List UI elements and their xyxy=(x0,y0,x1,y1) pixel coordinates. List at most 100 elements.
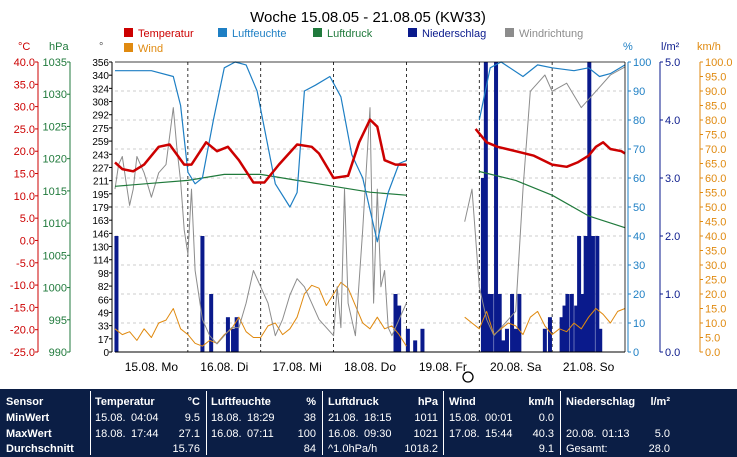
tick-label-rain-5: 0.0 xyxy=(665,347,680,359)
rain-bar-0 xyxy=(114,236,119,352)
x-tick-label-0: 15.08. Mo xyxy=(125,360,179,374)
wind-avg-value: 9.1 xyxy=(538,443,554,455)
tick-label-wind-16: 20.0 xyxy=(705,289,726,301)
rain-bar-3 xyxy=(225,317,230,352)
tick-label-rain-0: 5.0 xyxy=(665,57,680,69)
series-temperatur xyxy=(114,118,626,184)
rain-total-label: Gesamt: xyxy=(566,443,608,455)
legend-swatch-2 xyxy=(313,28,322,37)
unit-humidity: % xyxy=(623,41,633,53)
rain-bar-27 xyxy=(569,294,574,352)
tick-label-wind-4: 80.0 xyxy=(705,115,726,127)
rain-bar-11 xyxy=(480,178,485,352)
humidity-max-value: 100 xyxy=(297,428,316,440)
legend-swatch-1 xyxy=(218,28,227,37)
rain-bar-17 xyxy=(501,340,506,352)
unit-pressure: hPa xyxy=(49,41,69,53)
tick-label-humidity-9: 10 xyxy=(633,318,645,330)
tick-label-rain-4: 1.0 xyxy=(665,289,680,301)
tick-label-wind-3: 85.0 xyxy=(705,101,726,113)
tick-label-temp-5: 15.0 xyxy=(14,169,35,181)
cursor-marker[interactable] xyxy=(462,371,474,383)
legend-label-4: Windrichtung xyxy=(519,28,583,40)
tick-label-pressure-9: 990 xyxy=(49,347,67,359)
tick-label-wind-13: 35.0 xyxy=(705,246,726,258)
rain-bar-15 xyxy=(494,62,499,352)
row-label-avg: Durchschnitt xyxy=(6,443,74,455)
tick-label-direction-11: 179 xyxy=(92,203,109,214)
wind-max-value: 40.3 xyxy=(532,428,554,440)
x-tick-label-6: 21.08. So xyxy=(563,360,615,374)
tick-label-wind-1: 95.0 xyxy=(705,72,726,84)
tick-label-direction-21: 17 xyxy=(98,335,110,346)
tick-label-wind-0: 100.0 xyxy=(705,57,733,69)
tick-label-direction-19: 49 xyxy=(98,308,110,319)
series-windrichtung xyxy=(114,66,626,345)
legend-swatch-0 xyxy=(124,28,133,37)
weather-chart: Woche 15.08.05 - 21.08.05 (KW33) Tempera… xyxy=(10,9,733,383)
tick-label-wind-17: 15.0 xyxy=(705,304,726,316)
rain-bar-34 xyxy=(595,236,600,352)
legend: Temperatur Luftfeuchte Luftdruck Niederschl… xyxy=(124,28,583,55)
tick-label-temp-7: 5.0 xyxy=(20,213,35,225)
rain-bar-21 xyxy=(517,294,522,352)
tick-label-direction-8: 227 xyxy=(92,163,109,174)
legend-swatch-3 xyxy=(408,28,417,37)
x-tick-label-5: 20.08. Sa xyxy=(490,360,542,374)
tick-label-wind-5: 75.0 xyxy=(705,130,726,142)
rain-max-value: 5.0 xyxy=(654,428,670,440)
tick-label-wind-8: 60.0 xyxy=(705,173,726,185)
col-header-humidity: Luftfeuchte xyxy=(211,396,271,408)
rain-bar-1 xyxy=(200,236,205,352)
tick-label-temp-4: 20.0 xyxy=(14,146,35,158)
humidity-max-time: 07:11 xyxy=(247,428,274,440)
tick-label-rain-1: 4.0 xyxy=(665,115,680,127)
axis-units: °C hPa °% l/m² km/h xyxy=(18,41,721,53)
rain-max-date: 20.08. xyxy=(566,428,597,440)
pressure-avg-value: 1018.2 xyxy=(404,443,438,455)
tick-label-humidity-5: 50 xyxy=(633,202,645,214)
col-unit-wind: km/h xyxy=(528,396,554,408)
tick-label-direction-0: 356 xyxy=(92,58,109,69)
rain-bar-28 xyxy=(574,305,579,352)
rain-bar-9 xyxy=(413,340,418,352)
legend-label-5: Wind xyxy=(138,43,163,55)
rain-bar-35 xyxy=(598,328,603,352)
rain-bar-2 xyxy=(209,294,214,352)
tick-label-wind-11: 45.0 xyxy=(705,217,726,229)
tick-label-wind-7: 65.0 xyxy=(705,159,726,171)
tick-label-rain-2: 3.0 xyxy=(665,173,680,185)
unit-temp: °C xyxy=(18,41,30,53)
humidity-min-time: 18:29 xyxy=(247,412,275,424)
pressure-max-value: 1021 xyxy=(413,428,438,440)
tick-label-direction-18: 66 xyxy=(98,295,110,306)
x-tick-label-4: 19.08. Fr xyxy=(419,360,467,374)
row-label-max: MaxWert xyxy=(6,428,52,440)
rain-bar-4 xyxy=(231,328,236,352)
tick-label-direction-9: 211 xyxy=(93,177,109,188)
col-header-sensor: Sensor xyxy=(6,396,44,408)
rain-max-time: 01:13 xyxy=(602,428,630,440)
humidity-min-value: 38 xyxy=(303,412,316,424)
tick-label-direction-10: 195 xyxy=(92,190,109,201)
pressure-min-time: 18:15 xyxy=(364,412,392,424)
tick-label-temp-3: 25.0 xyxy=(14,124,35,136)
col-unit-rain: l/m² xyxy=(650,396,670,408)
tick-label-humidity-3: 70 xyxy=(633,144,645,156)
rain-bar-12 xyxy=(483,62,488,352)
rain-bar-6 xyxy=(393,294,398,352)
unit-rain: l/m² xyxy=(661,41,680,53)
unit-direction: ° xyxy=(99,41,103,53)
tick-label-direction-3: 308 xyxy=(92,98,109,109)
tick-label-pressure-8: 995 xyxy=(49,315,67,327)
rain-bar-22 xyxy=(542,328,547,352)
tick-label-direction-7: 243 xyxy=(92,150,109,161)
tick-labels: 40.0 35.0 30.0 25.0 20.0 15.0 10.0 5.0 0.0 -5.0 -1… xyxy=(10,57,733,374)
humidity-min-date: 18.08. xyxy=(211,412,242,424)
temp-max-date: 18.08. xyxy=(95,428,126,440)
rain-bar-10 xyxy=(420,328,425,352)
unit-wind: km/h xyxy=(697,41,721,53)
tick-label-humidity-0: 100 xyxy=(633,57,651,69)
col-header-pressure: Luftdruck xyxy=(328,396,379,408)
